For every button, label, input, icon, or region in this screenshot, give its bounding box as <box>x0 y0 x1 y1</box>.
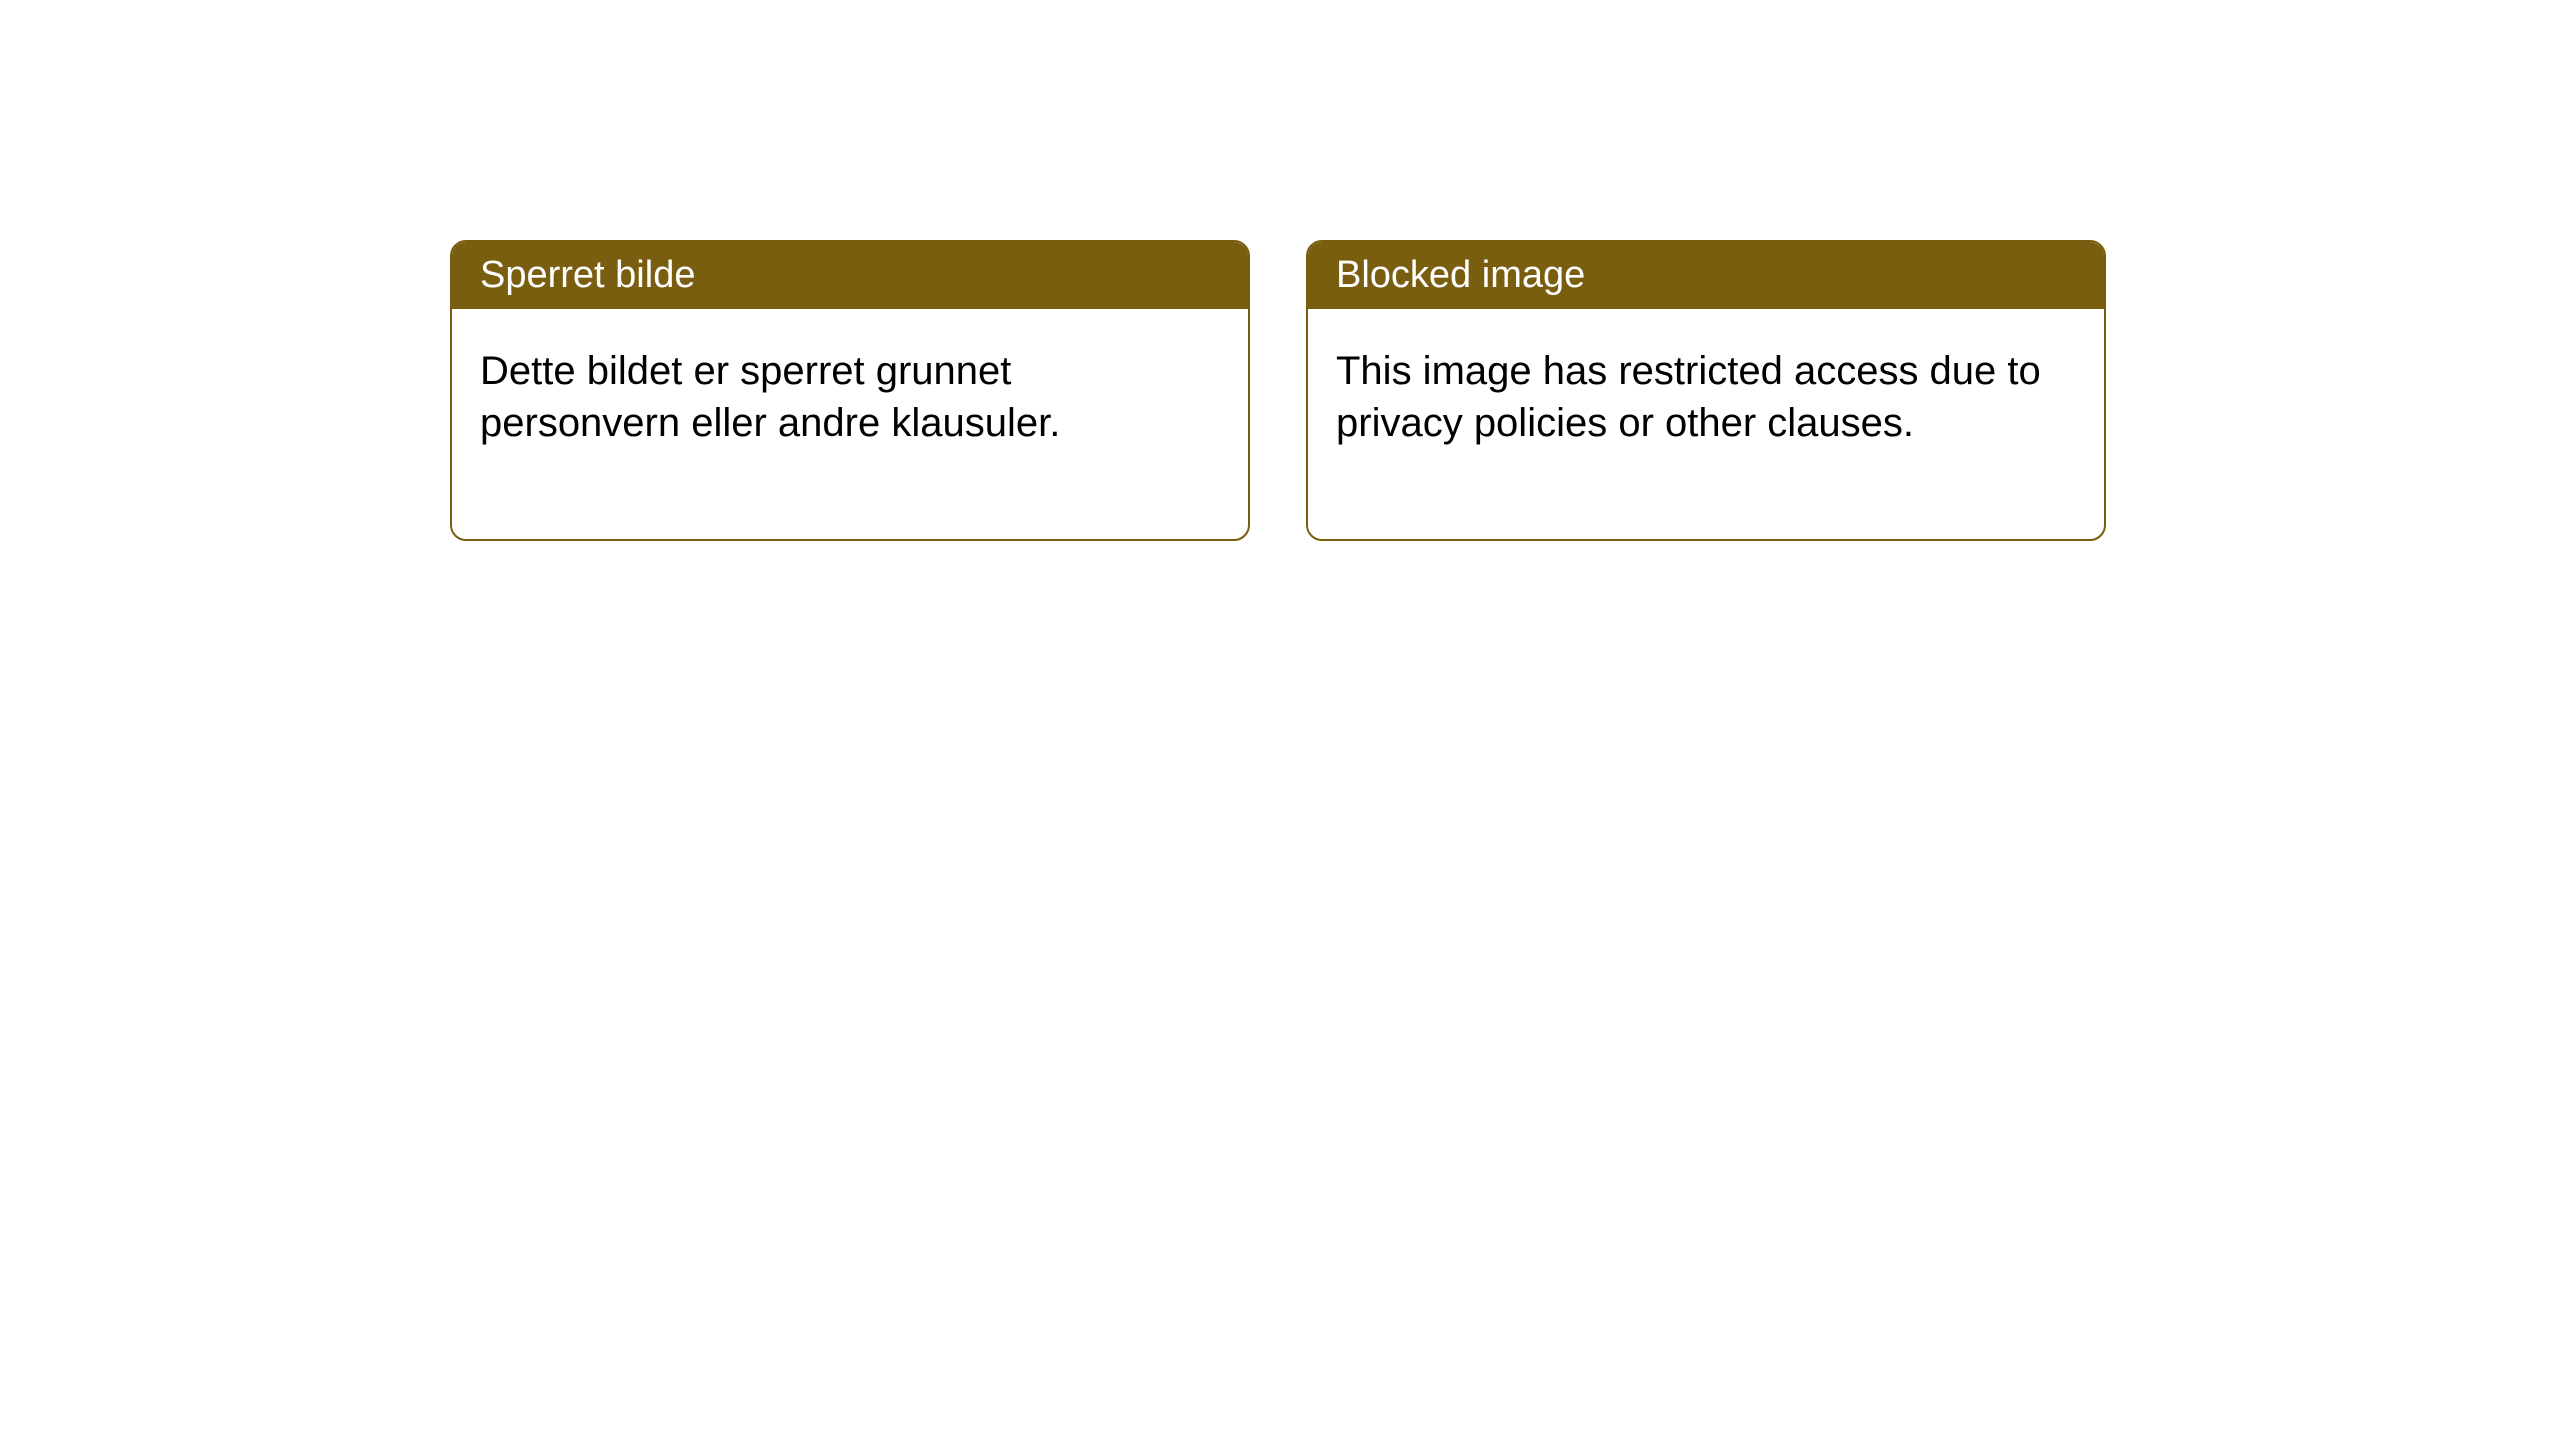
notice-card-norwegian: Sperret bilde Dette bildet er sperret gr… <box>450 240 1250 541</box>
notice-container: Sperret bilde Dette bildet er sperret gr… <box>450 240 2106 541</box>
card-header: Sperret bilde <box>452 242 1248 309</box>
card-title: Blocked image <box>1336 254 1585 296</box>
card-body: This image has restricted access due to … <box>1308 309 2104 539</box>
card-title: Sperret bilde <box>480 254 695 296</box>
card-body-text: Dette bildet er sperret grunnet personve… <box>480 349 1060 445</box>
card-header: Blocked image <box>1308 242 2104 309</box>
card-body-text: This image has restricted access due to … <box>1336 349 2041 445</box>
notice-card-english: Blocked image This image has restricted … <box>1306 240 2106 541</box>
card-body: Dette bildet er sperret grunnet personve… <box>452 309 1248 539</box>
